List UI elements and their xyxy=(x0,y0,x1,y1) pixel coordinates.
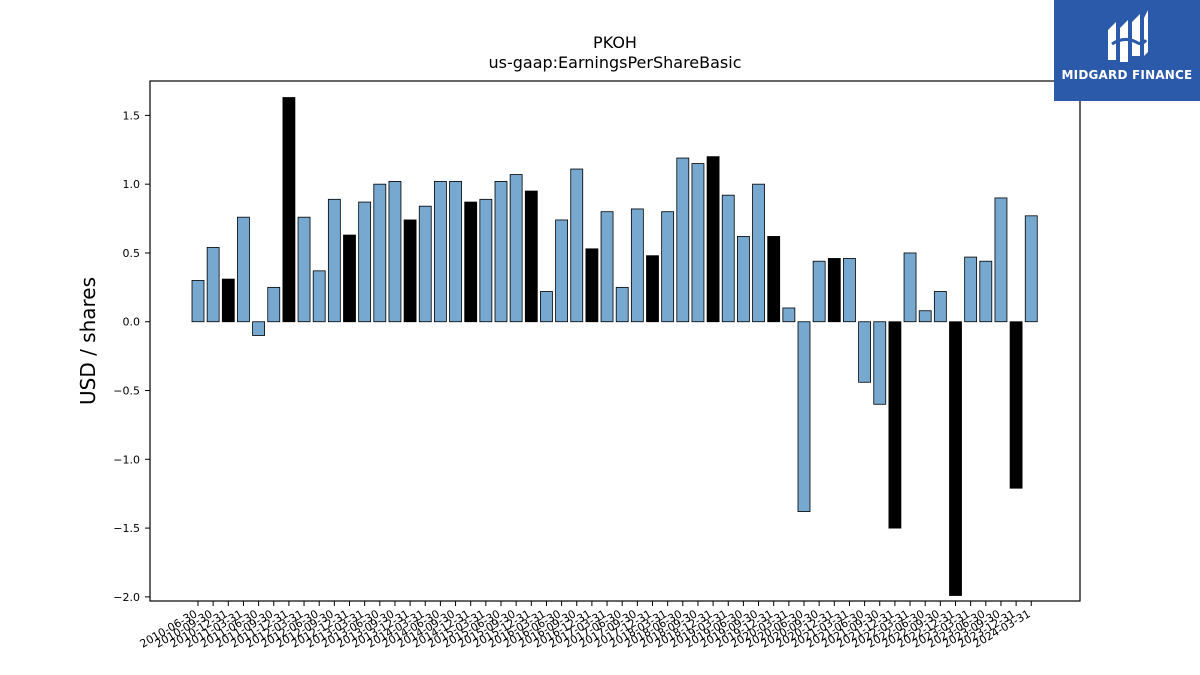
bar-2018-09-30 xyxy=(691,163,705,323)
bar-2013-09-30 xyxy=(388,181,402,323)
bar-2015-12-31 xyxy=(524,190,538,323)
bar-2013-03-31 xyxy=(358,201,372,323)
y-tick-label: −2.0 xyxy=(113,591,140,604)
x-axis-ticks: 2010-06-302010-09-302010-12-312011-03-31… xyxy=(138,601,1033,651)
y-tick-label: −1.0 xyxy=(113,453,140,466)
midgard-finance-logo: MIDGARD FINANCE xyxy=(1054,0,1200,101)
logo-text: MIDGARD FINANCE xyxy=(1061,68,1193,82)
bar-2020-03-31 xyxy=(782,307,796,323)
bar-2017-06-30 xyxy=(615,286,629,323)
bar-2012-09-30 xyxy=(327,198,341,323)
bar-2018-12-31 xyxy=(706,156,720,323)
bar-2012-12-31 xyxy=(343,234,356,323)
bar-2022-09-30 xyxy=(933,291,947,323)
y-tick-label: −0.5 xyxy=(113,385,140,398)
bar-2021-12-31 xyxy=(888,321,902,529)
bar-2017-03-31 xyxy=(600,211,614,323)
bars-group xyxy=(191,97,1038,596)
bar-2011-06-30 xyxy=(252,321,266,336)
bar-2010-06-30 xyxy=(191,280,205,323)
y-tick-label: 0.5 xyxy=(123,247,141,260)
bar-2021-09-30 xyxy=(873,321,887,405)
y-axis-label: USD / shares xyxy=(76,277,100,405)
plot-frame xyxy=(149,80,1081,602)
bar-2014-09-30 xyxy=(449,181,462,323)
y-tick-label: 1.0 xyxy=(123,178,141,191)
bar-2011-12-31 xyxy=(282,97,296,323)
bar-2018-06-30 xyxy=(676,157,690,323)
bar-2019-09-30 xyxy=(752,183,765,323)
bar-2023-09-30 xyxy=(994,197,1008,323)
bar-2019-12-31 xyxy=(767,236,781,323)
bar-2022-03-31 xyxy=(903,252,917,323)
bar-2021-06-30 xyxy=(858,321,871,383)
bar-2013-06-30 xyxy=(373,183,387,323)
bar-2022-12-31 xyxy=(949,321,962,596)
midgard-logo-icon xyxy=(1108,10,1148,62)
bar-2015-06-30 xyxy=(494,181,508,323)
bar-2014-03-31 xyxy=(418,205,432,323)
bar-2011-03-31 xyxy=(237,216,250,323)
bar-2014-06-30 xyxy=(433,181,447,323)
bar-2022-06-30 xyxy=(918,310,932,323)
bar-2013-12-31 xyxy=(403,219,417,323)
y-axis-ticks: −2.0 −1.5 −1.0 −0.5 0.0 0.5 1.0 1.5 xyxy=(113,109,150,604)
chart-title: PKOH xyxy=(593,33,637,52)
bar-2016-12-31 xyxy=(585,248,599,323)
y-tick-label: 1.5 xyxy=(123,109,141,122)
bar-2011-09-30 xyxy=(267,286,281,323)
y-tick-label: −1.5 xyxy=(113,522,140,535)
bar-2023-12-31 xyxy=(1009,321,1023,489)
bar-2021-03-31 xyxy=(843,258,856,323)
bar-2012-06-30 xyxy=(312,270,326,323)
bar-2020-06-30 xyxy=(797,321,811,512)
bar-2010-09-30 xyxy=(206,247,220,323)
bar-2019-03-31 xyxy=(721,194,735,323)
bar-2017-09-30 xyxy=(630,208,644,323)
bar-2015-09-30 xyxy=(509,174,523,323)
bar-2017-12-31 xyxy=(646,255,659,323)
bar-2016-03-31 xyxy=(540,291,553,323)
bar-2023-06-30 xyxy=(979,260,993,323)
bar-2012-03-31 xyxy=(297,216,311,323)
bar-2010-12-31 xyxy=(221,278,235,323)
bar-2016-09-30 xyxy=(570,168,584,323)
y-tick-label: 0.0 xyxy=(123,316,141,329)
chart-subtitle: us-gaap:EarningsPerShareBasic xyxy=(488,53,741,72)
bar-2018-03-31 xyxy=(661,211,675,323)
bar-2014-12-31 xyxy=(464,201,478,323)
bar-2016-06-30 xyxy=(555,219,568,323)
bar-2020-09-30 xyxy=(812,260,826,323)
bar-2019-06-30 xyxy=(737,236,750,323)
bar-2015-03-31 xyxy=(479,198,493,323)
bar-2024-03-31 xyxy=(1024,215,1038,323)
bar-2023-03-31 xyxy=(964,256,978,323)
bar-2020-12-31 xyxy=(827,258,841,323)
